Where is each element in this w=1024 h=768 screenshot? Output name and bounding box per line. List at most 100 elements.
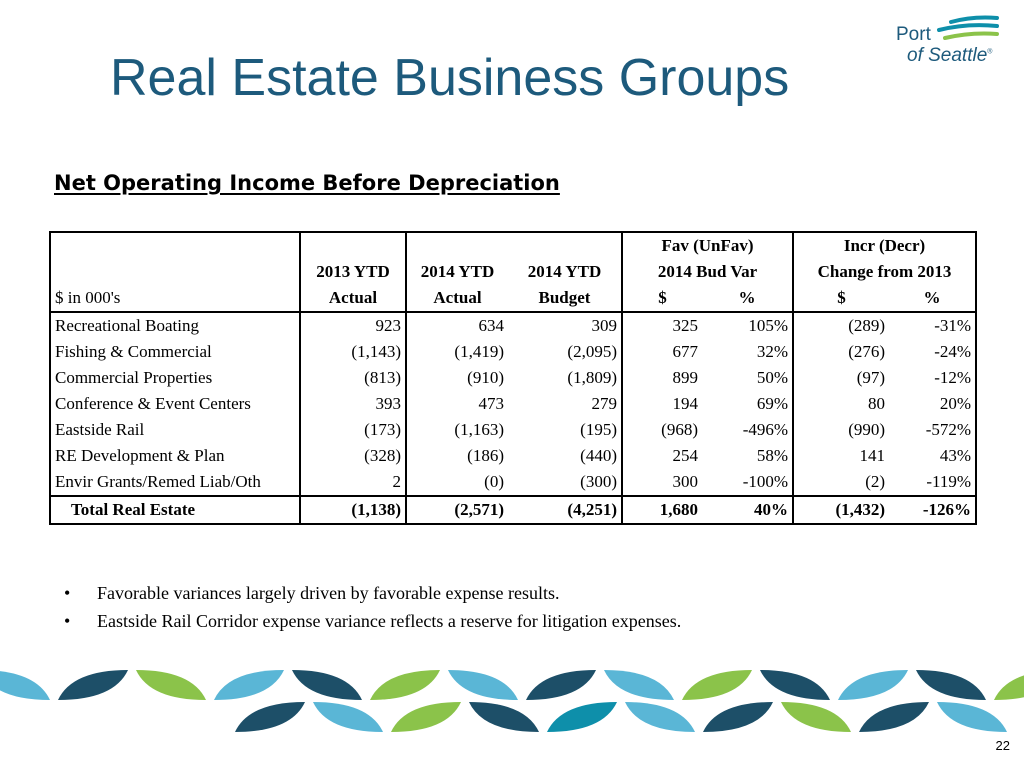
cell-var-pct: 58% — [756, 446, 789, 465]
decorative-leaf-shape — [292, 670, 362, 700]
total-label: Total Real Estate — [49, 495, 300, 525]
cell-actual-2014: 634 — [405, 312, 508, 339]
section-title: Net Operating Income Before Depreciation — [54, 171, 560, 195]
cell-chg-pct: 20% — [889, 391, 978, 417]
cell-actual-2013: (173) — [299, 417, 406, 443]
cell-actual-2014: (186) — [405, 443, 508, 469]
cell-chg-dollar: (97) — [792, 365, 890, 391]
decorative-leaf-shape — [214, 670, 284, 700]
row-name: Eastside Rail — [49, 417, 300, 443]
port-of-seattle-logo: Port of Seattle® — [893, 14, 1003, 70]
cell-chg-pct: -119% — [889, 469, 978, 496]
decorative-wave-pattern — [0, 670, 1024, 732]
total-chg-dollar: (1,432) — [792, 495, 890, 525]
cell-var-pct: 105% — [748, 316, 789, 335]
decorative-leaf-shape — [916, 670, 986, 700]
total-var-pct: 40% — [702, 495, 794, 525]
cell-var-pct: -100% — [742, 472, 789, 491]
decorative-leaf-shape — [859, 702, 929, 732]
cell-budget: (2,095) — [567, 342, 617, 361]
decorative-leaf-shape — [781, 702, 851, 732]
cell-var-dollar: 325 — [621, 312, 702, 339]
slide-title: Real Estate Business Groups — [110, 49, 790, 107]
header-chg-dollar: $ — [792, 285, 890, 313]
decorative-leaf-shape — [136, 670, 206, 700]
logo-text-of-seattle: of Seattle® — [907, 45, 993, 66]
cell-actual-2013: 923 — [299, 312, 406, 339]
decorative-leaf-shape — [0, 671, 50, 700]
cell-var-pct: -496% — [742, 420, 789, 439]
header-budget: Budget — [508, 285, 622, 313]
cell-chg-dollar: (990) — [792, 417, 890, 443]
cell-var-dollar: 300 — [621, 469, 702, 496]
total-chg-pct: -126% — [889, 495, 978, 525]
decorative-leaf-shape — [682, 670, 752, 700]
header-2014-bud-var: 2014 Bud Var — [620, 259, 794, 285]
cell-actual-2014: (1,163) — [405, 417, 508, 443]
table-row: Commercial Properties (813) (910) (1,809) 89… — [49, 365, 978, 391]
cell-chg-dollar: 141 — [792, 443, 890, 469]
row-name: Envir Grants/Remed Liab/Oth — [49, 469, 300, 496]
cell-actual-2013: (328) — [299, 443, 406, 469]
cell-chg-dollar: (276) — [792, 339, 890, 365]
table-row: Fishing & Commercial (1,143) (1,419) (2,095… — [49, 339, 978, 365]
header-2013-ytd: 2013 YTD — [299, 259, 406, 285]
header-units: $ in 000's — [49, 285, 300, 313]
cell-actual-2013: (813) — [299, 365, 406, 391]
header-2014-ytd: 2014 YTD — [405, 259, 508, 285]
row-name: Commercial Properties — [49, 365, 300, 391]
decorative-leaf-shape — [547, 702, 617, 732]
header-chg-pct: % — [889, 285, 978, 313]
decorative-leaf-shape — [391, 702, 461, 732]
cell-var-dollar: 254 — [621, 443, 702, 469]
bullet-item: • Favorable variances largely driven by f… — [64, 583, 560, 603]
table-row: Recreational Boating 923 634 309 325 105% (289… — [49, 312, 978, 339]
total-actual-2013: (1,138) — [299, 495, 406, 525]
decorative-leaf-shape — [235, 702, 305, 732]
row-name: Recreational Boating — [49, 312, 300, 339]
header-var-pct: % — [702, 285, 794, 313]
header-incr-decr: Incr (Decr) — [792, 231, 978, 259]
table-row: Envir Grants/Remed Liab/Oth 2 (0) (300) 300 -… — [49, 469, 978, 496]
cell-actual-2013: 393 — [299, 391, 406, 417]
cell-chg-pct: -572% — [889, 417, 978, 443]
cell-budget: 279 — [591, 394, 618, 413]
cell-budget: (440) — [580, 446, 617, 465]
cell-actual-2014: (0) — [405, 469, 508, 496]
cell-var-dollar: (968) — [621, 417, 702, 443]
header-fav-unfav: Fav (UnFav) — [620, 231, 794, 259]
cell-var-pct: 69% — [756, 394, 789, 413]
bullet-glyph: • — [64, 611, 71, 631]
cell-budget: (195) — [580, 420, 617, 439]
cell-actual-2013: (1,143) — [299, 339, 406, 365]
decorative-leaf-shape — [370, 670, 440, 700]
table-row: RE Development & Plan (328) (186) (440) 254 5… — [49, 443, 978, 469]
header-row-3: $ in 000's Actual Actual Budget $ % $ % — [49, 285, 978, 313]
total-row: Total Real Estate (1,138) (2,571) (4,251… — [49, 495, 978, 525]
cell-var-pct: 32% — [756, 342, 789, 361]
cell-actual-2014: 473 — [405, 391, 508, 417]
decorative-leaf-shape — [760, 670, 830, 700]
cell-chg-pct: -24% — [889, 339, 978, 365]
cell-chg-pct: -31% — [889, 312, 978, 339]
total-budget: (4,251) — [508, 495, 622, 525]
header-var-dollar: $ — [621, 285, 702, 313]
cell-actual-2014: (1,419) — [405, 339, 508, 365]
cell-var-dollar: 677 — [621, 339, 702, 365]
row-name: Conference & Event Centers — [49, 391, 300, 417]
noi-table: Fav (UnFav) Incr (Decr) 2013 YTD 2014 YT… — [49, 231, 978, 525]
cell-chg-dollar: (2) — [792, 469, 890, 496]
cell-budget: 309 — [591, 316, 618, 335]
decorative-leaf-shape — [58, 670, 128, 700]
bullet-item: • Eastside Rail Corridor expense variance… — [64, 611, 682, 631]
header-2014-ytd-budget: 2014 YTD — [527, 262, 602, 281]
row-name: RE Development & Plan — [49, 443, 300, 469]
decorative-leaf-shape — [625, 702, 695, 732]
decorative-leaf-shape — [526, 670, 596, 700]
cell-budget: (300) — [580, 472, 617, 491]
table-row: Eastside Rail (173) (1,163) (195) (968) -496%… — [49, 417, 978, 443]
decorative-leaf-shape — [994, 675, 1024, 700]
decorative-leaf-shape — [313, 702, 383, 732]
cell-chg-dollar: (289) — [792, 312, 890, 339]
decorative-leaf-shape — [448, 670, 518, 700]
